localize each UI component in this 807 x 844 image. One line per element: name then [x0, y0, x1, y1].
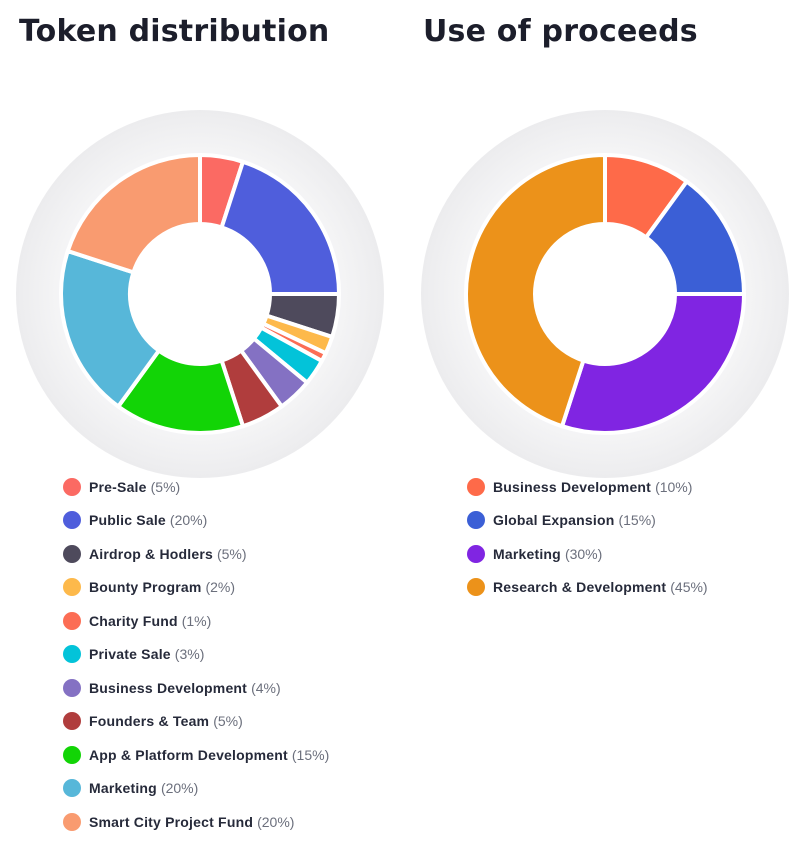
- donut-hole: [131, 225, 269, 363]
- use-of-proceeds-donut: [419, 108, 791, 480]
- chart-title: Use of proceeds: [423, 14, 698, 49]
- legend-label: Research & Development: [493, 579, 667, 596]
- legend-label: Marketing: [89, 780, 157, 797]
- legend-swatch: [63, 544, 81, 563]
- slice-marketing[interactable]: [559, 292, 747, 435]
- legend-percent: (30%): [564, 545, 603, 562]
- legend-swatch: [63, 812, 81, 831]
- legend-label: Business Development: [89, 679, 248, 696]
- legend-swatch: [467, 477, 485, 496]
- legend-item-marketing[interactable]: Marketing (30%): [467, 537, 708, 571]
- legend-percent: (45%): [670, 579, 708, 596]
- legend-item-smart-city-project-fund[interactable]: Smart City Project Fund (20%): [63, 805, 329, 839]
- chart-title: Token distribution: [19, 14, 330, 49]
- legend-swatch: [63, 511, 81, 530]
- legend-swatch: [63, 712, 81, 731]
- legend-swatch: [63, 645, 81, 664]
- legend-percent: (10%): [655, 478, 693, 495]
- legend-item-global-expansion[interactable]: Global Expansion (15%): [467, 504, 708, 538]
- donut-hole: [536, 225, 674, 363]
- legend-swatch: [63, 611, 81, 630]
- legend-label: Airdrop & Hodlers: [89, 545, 213, 562]
- legend-percent: (20%): [257, 813, 295, 830]
- legend-swatch: [467, 511, 485, 530]
- legend-item-marketing[interactable]: Marketing (20%): [63, 772, 329, 806]
- legend-swatch: [63, 678, 81, 697]
- slice-research-and-development[interactable]: [464, 152, 607, 429]
- legend-item-app-and-platform-development[interactable]: App & Platform Development (15%): [63, 738, 329, 772]
- legend-label: Public Sale: [89, 512, 166, 529]
- legend: Business Development (10%) Global Expansio…: [467, 470, 708, 604]
- legend-item-bounty-program[interactable]: Bounty Program (2%): [63, 571, 329, 605]
- legend-item-founders-and-team[interactable]: Founders & Team (5%): [63, 705, 329, 739]
- legend: Pre-Sale (5%) Public Sale (20%) Airdrop & Ho…: [63, 470, 329, 839]
- legend-label: Founders & Team: [89, 713, 210, 730]
- legend-percent: (1%): [181, 612, 212, 629]
- legend-item-private-sale[interactable]: Private Sale (3%): [63, 638, 329, 672]
- legend-item-research-and-development[interactable]: Research & Development (45%): [467, 571, 708, 605]
- legend-percent: (20%): [169, 512, 208, 529]
- legend-percent: (15%): [618, 512, 656, 529]
- slice-smart-city-project-fund[interactable]: [65, 152, 202, 275]
- slice-public-sale[interactable]: [219, 159, 342, 296]
- legend-percent: (5%): [213, 713, 243, 730]
- legend-label: Bounty Program: [89, 579, 202, 596]
- legend-item-pre-sale[interactable]: Pre-Sale (5%): [63, 470, 329, 504]
- legend-percent: (5%): [150, 478, 181, 495]
- legend-swatch: [63, 779, 81, 798]
- token-distribution-donut: [14, 108, 386, 480]
- legend-percent: (3%): [174, 646, 205, 663]
- slice-marketing[interactable]: [59, 248, 162, 410]
- legend-percent: (15%): [291, 746, 330, 763]
- legend-item-public-sale[interactable]: Public Sale (20%): [63, 504, 329, 538]
- legend-label: Smart City Project Fund: [89, 813, 254, 830]
- legend-swatch: [63, 477, 81, 496]
- legend-swatch: [467, 578, 485, 597]
- legend-item-business-development[interactable]: Business Development (4%): [63, 671, 329, 705]
- legend-percent: (2%): [205, 579, 236, 596]
- legend-swatch: [63, 578, 81, 597]
- legend-label: Marketing: [493, 545, 561, 562]
- legend-item-airdrop-and-hodlers[interactable]: Airdrop & Hodlers (5%): [63, 537, 329, 571]
- legend-item-charity-fund[interactable]: Charity Fund (1%): [63, 604, 329, 638]
- legend-percent: (4%): [251, 679, 281, 696]
- legend-label: Charity Fund: [89, 612, 178, 629]
- donut-chart-svg: [16, 110, 384, 478]
- legend-swatch: [63, 745, 81, 764]
- legend-percent: (5%): [216, 545, 247, 562]
- legend-item-business-development[interactable]: Business Development (10%): [467, 470, 708, 504]
- legend-label: Pre-Sale: [89, 478, 147, 495]
- legend-percent: (20%): [160, 780, 199, 797]
- legend-label: Private Sale: [89, 646, 171, 663]
- legend-label: Business Development: [493, 478, 652, 495]
- legend-swatch: [467, 544, 485, 563]
- donut-chart-svg: [421, 110, 789, 478]
- legend-label: App & Platform Development: [89, 746, 288, 763]
- legend-label: Global Expansion: [493, 512, 615, 529]
